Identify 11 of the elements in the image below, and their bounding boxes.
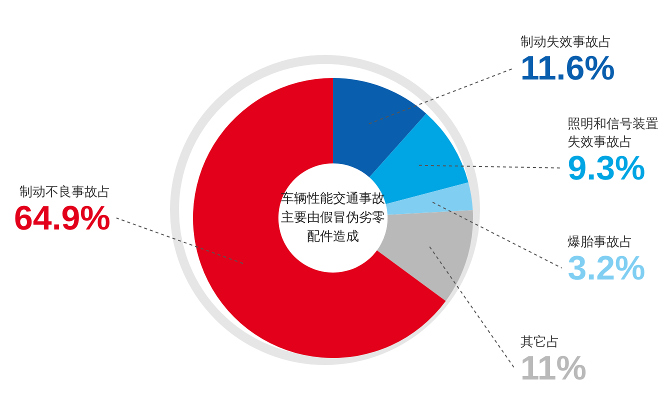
text: 车辆性能交通事故主要由假冒伪劣零配件造成 — [281, 190, 385, 244]
slice-label: 照明和信号装置失效事故占 — [568, 117, 659, 150]
slice-label: 其它占 — [520, 334, 560, 350]
slice-label: 制动失效事故占 — [520, 35, 612, 50]
data-label: 64.9% — [14, 199, 110, 238]
slice-label: 爆胎事故占 — [568, 235, 633, 250]
slice-label: 制动不良事故占 — [19, 185, 110, 200]
data-label: 11% — [520, 349, 587, 388]
data-label: 3.2% — [568, 249, 646, 288]
data-label: 11.6% — [520, 49, 615, 88]
data-label: 9.3% — [568, 149, 646, 188]
